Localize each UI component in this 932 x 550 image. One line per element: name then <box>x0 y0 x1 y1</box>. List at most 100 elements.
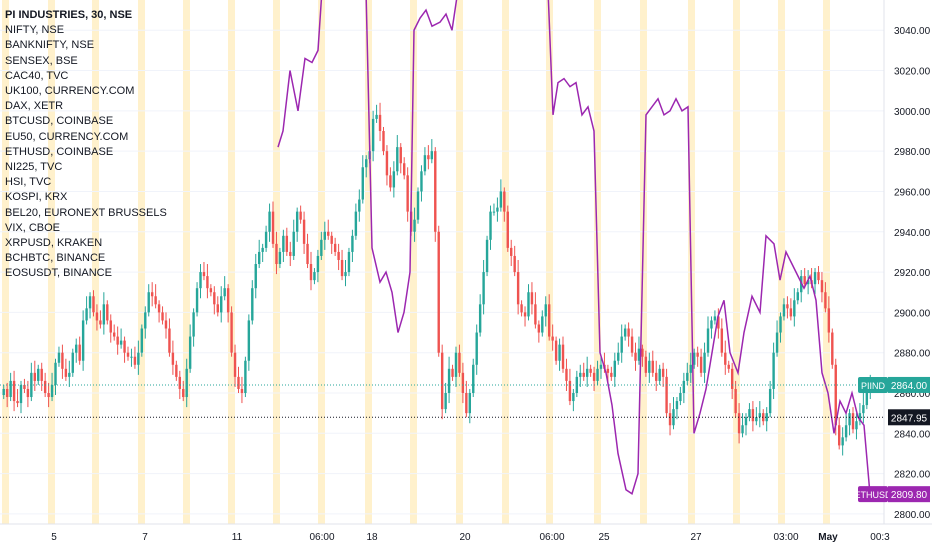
candle-body <box>37 368 40 381</box>
candle-body <box>817 272 820 281</box>
candle-body <box>706 328 710 353</box>
candle-body <box>599 364 603 369</box>
candle-body <box>251 288 254 321</box>
candle-body <box>789 308 793 317</box>
candle-body <box>137 352 140 365</box>
candle-body <box>423 155 427 172</box>
candle-body <box>275 243 278 265</box>
candle-body <box>503 191 506 212</box>
y-tick-label: 2900.00 <box>894 308 931 319</box>
candle-body <box>617 352 620 361</box>
candle-body <box>651 360 654 373</box>
candle-body <box>655 372 658 381</box>
y-tick-label: 2920.00 <box>894 268 931 279</box>
legend-item[interactable]: UK100, CURRENCY.COM <box>5 85 135 98</box>
legend-item[interactable]: NI225, TVC <box>5 161 63 174</box>
candle-body <box>299 211 302 220</box>
legend-item[interactable]: EU50, CURRENCY.COM <box>5 130 129 143</box>
y-tick-label: 3000.00 <box>894 107 931 118</box>
candle-body <box>544 304 547 317</box>
session-band <box>228 0 235 524</box>
candle-body <box>744 417 748 426</box>
candle-body <box>541 316 544 333</box>
time-axis[interactable]: 5 7 11 06:00 18 20 06:00 25 27 03:00 May 00:3 <box>0 523 932 550</box>
candle-body <box>106 304 109 321</box>
y-tick-label: 3040.00 <box>894 26 931 37</box>
candle-body <box>392 171 396 188</box>
legend-item[interactable]: EOSUSDT, BINANCE <box>5 267 112 280</box>
candle-body <box>551 336 554 341</box>
legend-item[interactable]: SENSEX, BSE <box>5 54 78 67</box>
legend-item[interactable]: ETHUSD, COINBASE <box>5 145 114 158</box>
legend-item[interactable]: DAX, XETR <box>5 100 64 113</box>
session-band <box>365 0 372 524</box>
candle-body <box>554 340 558 361</box>
legend-item[interactable]: VIX, CBOE <box>5 221 61 234</box>
candle-body <box>841 437 844 446</box>
price-axis[interactable]: 2800.00 2820.00 2840.00 2860.00 2880.00 2900.… <box>883 0 932 550</box>
candle-body <box>340 259 344 277</box>
candle-body <box>682 380 686 393</box>
session-band <box>2 0 9 524</box>
x-tick-label: 27 <box>690 532 702 543</box>
candle-body <box>703 352 706 373</box>
candle-body <box>351 235 354 252</box>
candle-body <box>668 413 672 426</box>
session-band <box>778 0 785 524</box>
candle-body <box>57 352 61 363</box>
candle-body <box>358 199 361 212</box>
legend-item[interactable]: CAC40, TVC <box>5 69 69 82</box>
candle-body <box>33 372 37 381</box>
price-tag-value: 2847.95 <box>891 413 928 424</box>
candle-body <box>78 344 81 361</box>
candle-body <box>154 296 157 305</box>
legend-title[interactable]: PI INDUSTRIES, 30, NSE <box>5 9 133 21</box>
candle-body <box>427 155 430 160</box>
candle-body <box>354 211 358 236</box>
ethusd-overlay <box>0 0 884 495</box>
legend-item[interactable]: BCHBTC, BINANCE <box>5 252 106 265</box>
ethusd-line <box>277 0 871 495</box>
candle-body <box>734 388 737 414</box>
candle-body <box>330 235 333 244</box>
candle-body <box>23 384 26 389</box>
price-tags: PIIND 2864.00 2847.95 ETHUSD 2809.80 <box>854 376 930 503</box>
legend-item[interactable]: BEL20, EURONEXT BRUSSELS <box>5 206 167 219</box>
legend-item[interactable]: BANKNIFTY, NSE <box>5 39 95 52</box>
candle-body <box>289 251 292 256</box>
legend-item[interactable]: NIFTY, NSE <box>5 24 65 37</box>
symbol-tag-bg <box>858 486 888 503</box>
price-tag-value: 2809.80 <box>891 490 928 501</box>
candle-body <box>365 159 368 168</box>
candle-body <box>389 175 392 188</box>
legend-item[interactable]: HSI, TVC <box>5 176 52 189</box>
legend-item[interactable]: BTCUSD, COINBASE <box>5 115 114 128</box>
candle-body <box>168 328 171 353</box>
candle-body <box>182 388 185 398</box>
y-tick-label: 2980.00 <box>894 147 931 158</box>
candle-body <box>458 352 461 373</box>
legend-item[interactable]: XRPUSD, KRAKEN <box>5 237 103 250</box>
legend-item[interactable]: KOSPI, KRX <box>5 191 68 204</box>
price-tag-bg <box>888 409 930 426</box>
candle-body <box>661 368 665 377</box>
candle-body <box>686 372 689 381</box>
candle-body <box>803 276 806 285</box>
candle-body <box>95 312 99 321</box>
candle-body <box>240 388 244 393</box>
candle-body <box>547 304 551 337</box>
candle-body <box>144 312 147 329</box>
candle-body <box>378 114 382 131</box>
candle-body <box>827 308 831 333</box>
candle-body <box>309 264 313 281</box>
candle-body <box>12 380 16 402</box>
candle-body <box>223 288 226 297</box>
candle-body <box>465 393 468 414</box>
candle-body <box>209 288 213 293</box>
candle-body <box>396 147 399 172</box>
candle-body <box>337 251 340 260</box>
candle-body <box>440 352 444 410</box>
candle-body <box>278 251 282 265</box>
candle-body <box>748 409 751 418</box>
